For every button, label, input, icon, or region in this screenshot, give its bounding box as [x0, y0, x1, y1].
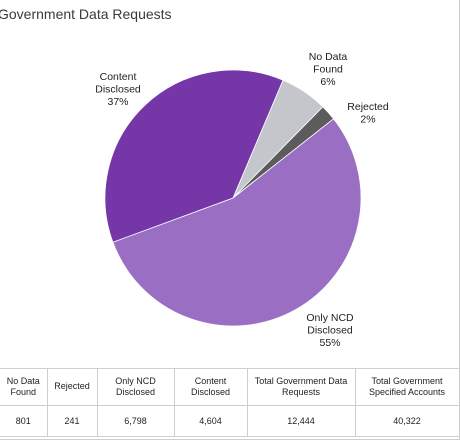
value-no-data-found: 801: [0, 405, 48, 437]
value-total-accounts: 40,322: [354, 405, 460, 437]
slice-label-line: Disclosed: [95, 84, 141, 96]
slice-label-2: Only NCD Disclosed 55%: [306, 312, 354, 349]
slice-label-line: Only NCD: [306, 312, 354, 324]
slice-label-line: Content: [100, 71, 137, 83]
value-only-ncd-disclosed: 6,798: [96, 405, 175, 437]
pie-slice-2: [112, 118, 362, 327]
value-rejected: 241: [46, 405, 98, 437]
header-content-disclosed: Content Disclosed: [173, 368, 248, 406]
slice-label-3: Content Disclosed 37%: [95, 71, 141, 108]
slice-label-line: 2%: [360, 114, 375, 126]
chart-title: Government Data Requests: [0, 6, 172, 22]
pie-slice-3: [104, 69, 284, 243]
slice-label-line: Found: [313, 64, 343, 76]
slice-label-1: Rejected 2%: [347, 101, 389, 126]
pie-chart: No Data Found 6%Rejected 2%Only NCD Disclose…: [95, 51, 389, 349]
slice-label-line: 37%: [107, 96, 128, 108]
slice-label-0: No Data Found 6%: [309, 51, 348, 88]
header-rejected: Rejected: [46, 368, 98, 406]
value-content-disclosed: 4,604: [173, 405, 248, 437]
table-row: 801 241 6,798 4,604 12,444 40,322: [0, 405, 460, 437]
slice-label-line: No Data: [309, 51, 348, 63]
header-no-data-found: No Data Found: [0, 368, 48, 406]
slice-label-line: 6%: [320, 76, 335, 88]
slice-label-line: 55%: [319, 337, 340, 349]
header-total-requests: Total Government Data Requests: [246, 368, 356, 406]
header-only-ncd-disclosed: Only NCD Disclosed: [96, 368, 175, 406]
data-table: No Data Found Rejected Only NCD Disclose…: [0, 368, 460, 437]
value-total-requests: 12,444: [246, 405, 356, 437]
slice-label-line: Rejected: [347, 101, 389, 113]
table-header-row: No Data Found Rejected Only NCD Disclose…: [0, 368, 460, 406]
header-total-accounts: Total Government Specified Accounts: [354, 368, 460, 406]
slice-label-line: Disclosed: [307, 325, 353, 337]
